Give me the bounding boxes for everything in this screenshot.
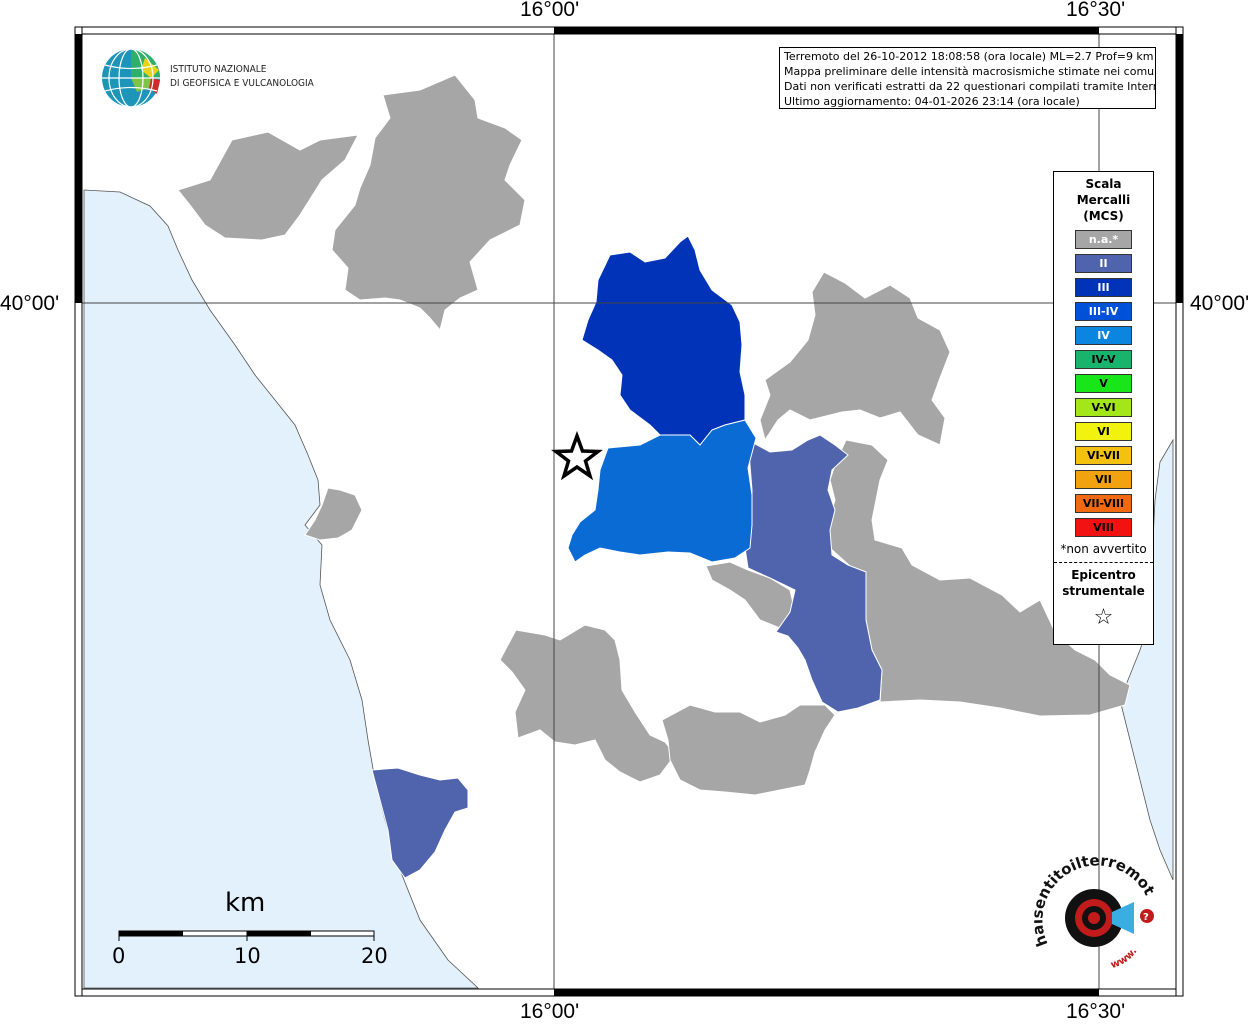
mcs-legend: Scala Mercalli (MCS) n.a.* II III III-IV IV I… (1053, 171, 1154, 645)
event-info-line3: Dati non verificati estratti da 22 quest… (784, 80, 1156, 93)
haisentito-logo: haisentitoilterremoto.it www. ? (1034, 856, 1158, 971)
legend-item-0: n.a.* (1075, 230, 1132, 249)
communes-not-available (177, 74, 1131, 796)
legend-item-10: VII (1075, 470, 1132, 489)
communes-intensity-ii (371, 434, 883, 879)
legend-items: n.a.* II III III-IV IV IV-V V V-VI VI VI-VII VII VI… (1054, 230, 1153, 537)
event-info-line2: Mappa preliminare delle intensità macros… (784, 65, 1156, 78)
legend-title-line1: Scala (1085, 177, 1122, 191)
ingv-name-line2: DI GEOFISICA E VULCANOLOGIA (170, 78, 314, 89)
legend-title-line3: (MCS) (1083, 209, 1124, 223)
event-info-box: Terremoto del 26-10-2012 18:08:58 (ora l… (779, 47, 1156, 109)
lon-label-bottom-1630: 16°30' (1066, 1000, 1126, 1023)
legend-divider (1054, 562, 1153, 563)
lon-label-bottom-1600: 16°00' (520, 1000, 580, 1023)
commune-intensity-iv (567, 419, 757, 563)
lon-label-top-1600: 16°00' (520, 0, 580, 21)
epicentre-star (551, 430, 603, 481)
lat-label-left-4000: 40°00' (0, 292, 60, 315)
legend-item-1: II (1075, 254, 1132, 273)
legend-epicentre-line1: Epicentro (1071, 568, 1136, 582)
legend-title-line2: Mercalli (1076, 193, 1131, 207)
legend-item-12: VIII (1075, 518, 1132, 537)
sea-west (83, 189, 480, 989)
legend-item-9: VI-VII (1075, 446, 1132, 465)
legend-item-6: V (1075, 374, 1132, 393)
scale-bar-label-0: 0 (112, 944, 126, 968)
event-info-line4: Ultimo aggiornamento: 04-01-2026 23:14 (… (784, 95, 1080, 108)
svg-text:www.: www. (1109, 946, 1139, 971)
event-info-line1: Terremoto del 26-10-2012 18:08:58 (ora l… (784, 50, 1154, 63)
legend-epicentre-label: Epicentro strumentale (1054, 567, 1153, 599)
legend-title: Scala Mercalli (MCS) (1054, 176, 1153, 224)
legend-item-5: IV-V (1075, 350, 1132, 369)
lon-label-top-1630: 16°30' (1066, 0, 1126, 21)
legend-item-3: III-IV (1075, 302, 1132, 321)
scale-bar (118, 930, 375, 941)
legend-epicentre-line2: strumentale (1062, 584, 1145, 598)
legend-item-2: III (1075, 278, 1132, 297)
ingv-globe-icon (102, 48, 160, 108)
legend-note: *non avvertito (1060, 542, 1147, 556)
legend-item-8: VI (1075, 422, 1132, 441)
legend-item-11: VII-VIII (1075, 494, 1132, 513)
ingv-name-line1: ISTITUTO NAZIONALE (170, 64, 267, 75)
lat-label-right-4000: 40°00' (1190, 292, 1250, 315)
legend-item-4: IV (1075, 326, 1132, 345)
frame-ticks (74, 26, 1184, 997)
logo-text-www: www. (1109, 946, 1139, 971)
svg-text:?: ? (1143, 912, 1149, 923)
legend-star-icon: ☆ (1093, 605, 1114, 630)
ingv-name: ISTITUTO NAZIONALE DI GEOFISICA E VULCAN… (170, 63, 314, 91)
legend-item-7: V-VI (1075, 398, 1132, 417)
scale-bar-label-10: 10 (234, 944, 261, 968)
scale-bar-label-20: 20 (361, 944, 388, 968)
scale-bar-unit: km (225, 888, 266, 918)
